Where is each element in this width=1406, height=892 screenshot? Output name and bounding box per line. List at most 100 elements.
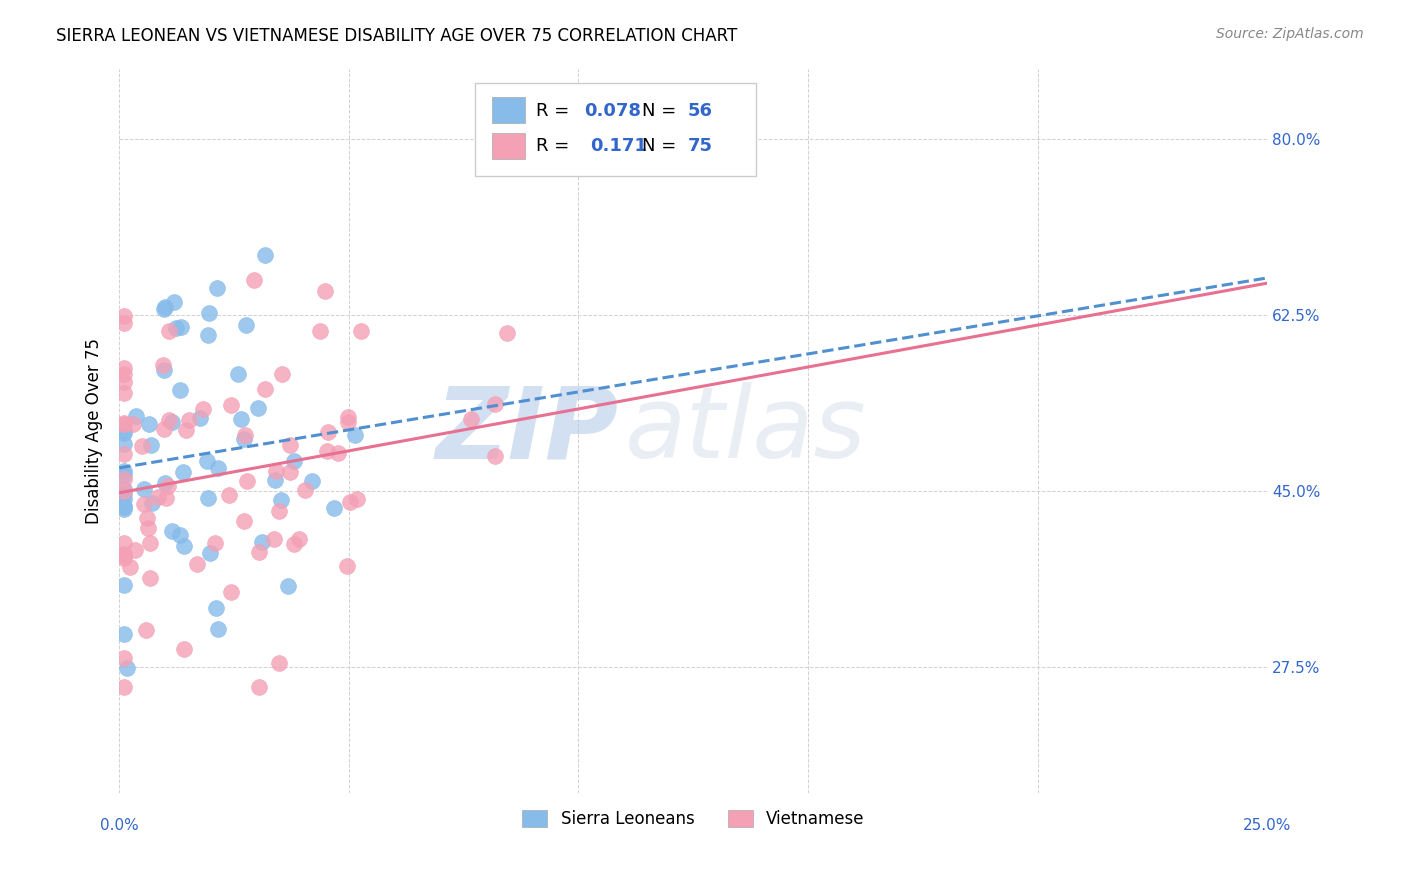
Point	[350, 324, 373, 338]
Point	[112, 309, 135, 323]
Point	[207, 622, 229, 636]
Point	[484, 397, 506, 411]
Point	[134, 497, 156, 511]
Point	[249, 680, 271, 694]
Point	[157, 324, 180, 338]
Point	[308, 324, 330, 338]
Point	[139, 571, 162, 585]
FancyBboxPatch shape	[475, 83, 756, 176]
Point	[138, 417, 160, 432]
Point	[278, 466, 301, 480]
Point	[131, 439, 153, 453]
Point	[112, 483, 135, 498]
Point	[314, 284, 336, 298]
Point	[205, 601, 228, 615]
Point	[112, 472, 135, 486]
Point	[316, 444, 339, 458]
Point	[301, 474, 323, 488]
Point	[112, 500, 135, 515]
Point	[267, 656, 290, 670]
Point	[170, 320, 193, 334]
Point	[318, 425, 340, 439]
Point	[112, 492, 135, 507]
Point	[153, 422, 176, 436]
Point	[323, 501, 346, 516]
Point	[233, 514, 256, 528]
Point	[112, 367, 135, 381]
Point	[336, 559, 359, 574]
Point	[243, 273, 266, 287]
Point	[197, 491, 219, 506]
Point	[153, 476, 176, 491]
Point	[169, 528, 191, 542]
Text: N =: N =	[641, 137, 682, 155]
Point	[229, 411, 252, 425]
Point	[269, 503, 291, 517]
Text: 56: 56	[688, 102, 713, 120]
Point	[207, 460, 229, 475]
Point	[191, 401, 214, 416]
Point	[190, 410, 212, 425]
Point	[264, 473, 287, 487]
Point	[112, 536, 135, 550]
Point	[135, 624, 157, 638]
Point	[336, 415, 359, 429]
Point	[153, 302, 176, 317]
Text: 0.078: 0.078	[585, 102, 641, 120]
Point	[112, 651, 135, 665]
Text: N =: N =	[641, 102, 682, 120]
Text: 0.171: 0.171	[591, 137, 647, 155]
Point	[177, 413, 200, 427]
FancyBboxPatch shape	[492, 96, 524, 123]
Point	[160, 416, 183, 430]
Point	[337, 409, 360, 424]
Point	[112, 417, 135, 431]
Point	[136, 510, 159, 524]
Point	[153, 363, 176, 377]
Point	[233, 427, 256, 442]
Point	[124, 543, 146, 558]
Point	[246, 401, 269, 416]
Point	[271, 368, 294, 382]
Point	[112, 385, 135, 400]
Text: 0.0%: 0.0%	[100, 818, 139, 833]
Point	[346, 492, 368, 507]
Point	[226, 367, 249, 381]
Point	[112, 467, 135, 482]
Point	[112, 551, 135, 566]
Point	[125, 409, 148, 424]
Text: 75: 75	[688, 137, 713, 155]
Text: atlas: atlas	[624, 382, 866, 479]
Point	[496, 326, 519, 340]
Point	[157, 413, 180, 427]
Point	[218, 488, 240, 502]
Point	[122, 417, 145, 432]
Point	[112, 502, 135, 516]
Point	[153, 300, 176, 314]
Point	[148, 490, 170, 504]
Point	[152, 358, 174, 372]
Point	[283, 454, 305, 468]
Point	[112, 437, 135, 451]
Point	[112, 424, 135, 438]
Point	[172, 465, 194, 479]
Point	[141, 438, 163, 452]
Point	[198, 306, 221, 320]
Point	[112, 482, 135, 496]
Point	[263, 532, 285, 546]
Point	[173, 539, 195, 553]
Point	[155, 491, 177, 505]
Point	[165, 320, 187, 334]
Point	[169, 384, 191, 398]
Point	[112, 375, 135, 389]
Y-axis label: Disability Age Over 75: Disability Age Over 75	[86, 337, 103, 524]
Text: ZIP: ZIP	[436, 382, 619, 479]
Point	[112, 626, 135, 640]
Point	[294, 483, 316, 498]
Point	[236, 474, 259, 488]
Point	[118, 560, 141, 574]
Point	[112, 680, 135, 694]
Point	[252, 535, 274, 549]
Point	[160, 524, 183, 538]
Legend: Sierra Leoneans, Vietnamese: Sierra Leoneans, Vietnamese	[516, 804, 872, 835]
